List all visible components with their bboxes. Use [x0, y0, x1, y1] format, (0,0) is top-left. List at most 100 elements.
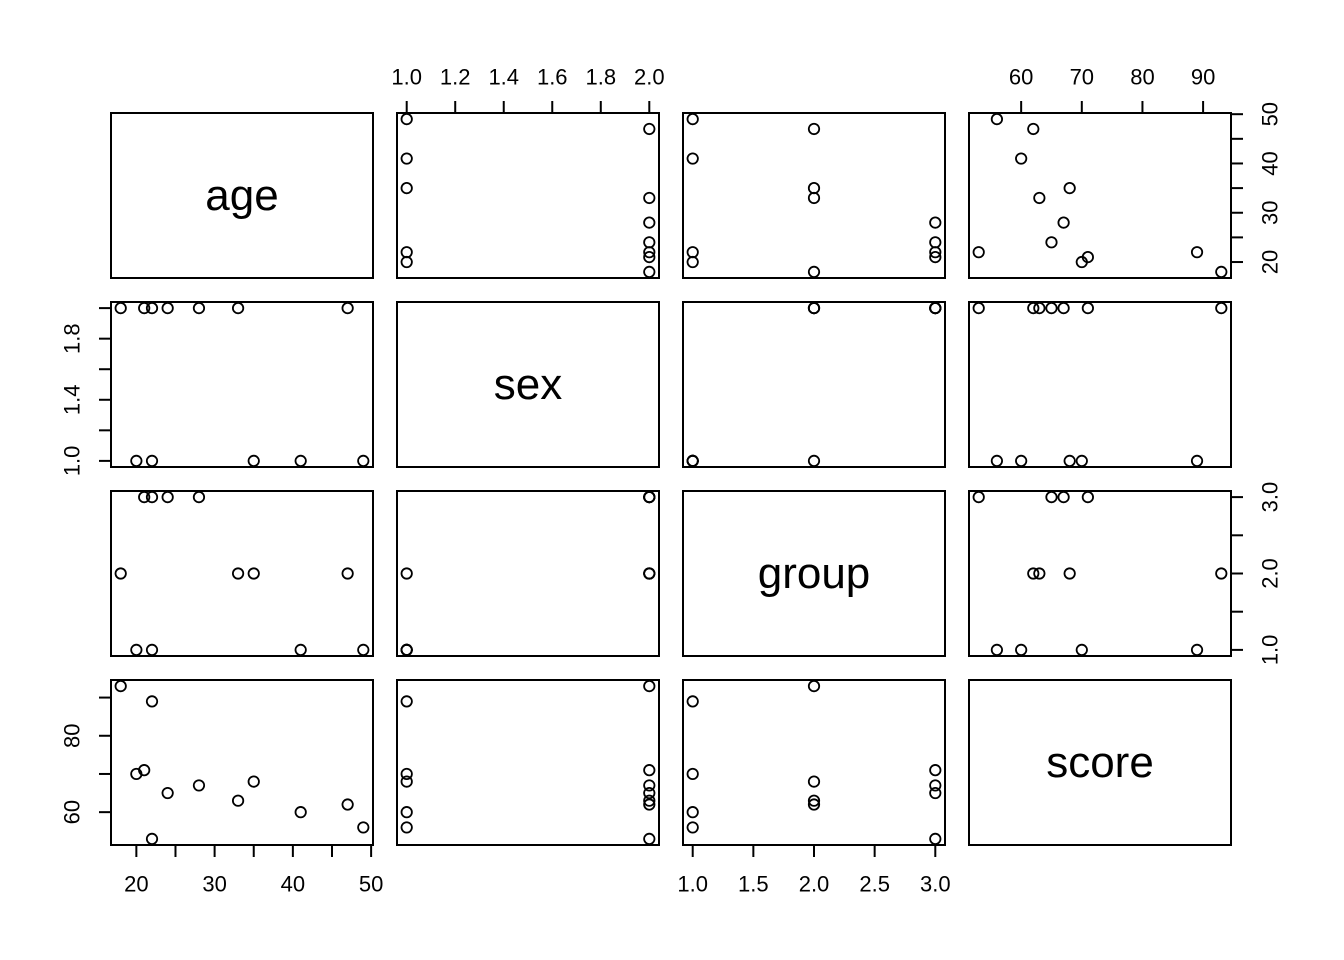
panel-border: [110, 301, 374, 468]
panel-sex-vs-group: [682, 301, 946, 468]
bottom-axis-group: 1.0 1.5 2.0 2.5 3.0: [677, 845, 951, 897]
data-point: [643, 251, 656, 264]
axis-tick-label: 20: [1258, 250, 1283, 274]
panel-border: [682, 490, 946, 657]
data-point: [1081, 302, 1094, 315]
data-point: [138, 491, 151, 504]
data-point: [643, 798, 656, 811]
data-point: [145, 454, 159, 467]
data-point: [400, 246, 413, 259]
panel-group-vs-score: [968, 490, 1232, 657]
axis-tick-label: 40: [1258, 151, 1283, 175]
data-point: [400, 643, 413, 656]
panel-age-vs-group: [682, 112, 946, 279]
left-axis-score: 60 80: [60, 696, 111, 824]
axis-tick-label: 2.0: [1258, 558, 1283, 589]
data-point: [929, 216, 942, 229]
data-point: [1190, 246, 1204, 259]
data-point: [1063, 182, 1076, 195]
panel-border: [110, 679, 374, 846]
data-point: [400, 567, 413, 580]
data-point: [114, 302, 127, 315]
data-point: [1033, 302, 1046, 315]
data-point: [990, 643, 1003, 656]
data-point: [686, 255, 699, 269]
data-point: [192, 491, 206, 504]
axis-tick-label: 3.0: [920, 872, 951, 897]
data-point: [192, 302, 206, 315]
data-point: [1015, 454, 1028, 467]
data-point: [357, 821, 370, 834]
axis-tick-label: 80: [60, 724, 85, 748]
data-point: [686, 454, 699, 467]
data-point: [972, 491, 985, 504]
diag-panel-score: score: [968, 679, 1232, 846]
panel-age-vs-score: [968, 112, 1232, 279]
axis-tick-label: 60: [1009, 65, 1033, 90]
axis-tick-label: 1.5: [738, 872, 769, 897]
data-point: [247, 454, 260, 467]
diagonal-label-score: score: [1046, 738, 1154, 787]
data-point: [1063, 567, 1076, 580]
data-point: [643, 191, 656, 205]
data-point: [929, 832, 942, 845]
axis-tick-label: 1.4: [60, 384, 85, 415]
panel-group-vs-sex: [396, 490, 660, 657]
data-point: [807, 122, 821, 136]
data-point: [643, 216, 656, 229]
data-point: [294, 643, 307, 656]
data-point: [929, 251, 942, 264]
panel-border: [968, 679, 1232, 846]
data-point: [807, 191, 821, 205]
data-point: [643, 122, 656, 136]
data-point: [1015, 152, 1028, 165]
data-point: [145, 695, 159, 708]
data-point: [643, 786, 656, 800]
data-point: [400, 767, 413, 781]
data-point: [161, 786, 174, 800]
data-point: [400, 806, 413, 819]
data-point: [972, 246, 985, 259]
data-point: [1033, 567, 1046, 580]
data-point: [807, 794, 821, 807]
axis-tick-label: 60: [60, 800, 85, 824]
data-point: [231, 302, 245, 315]
axis-tick-label: 1.2: [440, 65, 471, 90]
diag-panel-group: group: [682, 490, 946, 657]
data-point: [1075, 643, 1088, 656]
data-point: [643, 832, 656, 845]
data-point: [1215, 265, 1228, 278]
data-point: [686, 152, 699, 165]
data-point: [643, 779, 656, 792]
axis-tick-label: 50: [1258, 102, 1283, 126]
data-point: [686, 246, 699, 259]
data-point: [400, 182, 413, 195]
panel-border: [682, 301, 946, 468]
axis-tick-label: 70: [1070, 65, 1094, 90]
data-point: [807, 182, 821, 195]
data-point: [161, 302, 174, 315]
panel-border: [396, 112, 660, 279]
data-point: [231, 567, 245, 580]
panel-border: [396, 301, 660, 468]
data-point: [807, 798, 821, 811]
axis-tick-label: 1.0: [1258, 635, 1283, 666]
diag-panel-sex: sex: [396, 301, 660, 468]
data-point: [341, 302, 354, 315]
data-point: [341, 798, 354, 811]
data-point: [400, 255, 413, 269]
data-point: [1045, 302, 1058, 315]
data-point: [138, 764, 151, 777]
axis-tick-label: 1.0: [677, 872, 708, 897]
data-point: [1045, 236, 1058, 249]
data-point: [1027, 122, 1040, 136]
diagonal-label-group: group: [758, 549, 871, 598]
diag-panel-age: age: [110, 112, 374, 279]
axis-tick-label: 1.4: [488, 65, 519, 90]
data-point: [294, 806, 307, 819]
panel-border: [110, 490, 374, 657]
axis-tick-label: 20: [124, 872, 148, 897]
data-point: [643, 265, 656, 278]
data-point: [990, 113, 1003, 126]
